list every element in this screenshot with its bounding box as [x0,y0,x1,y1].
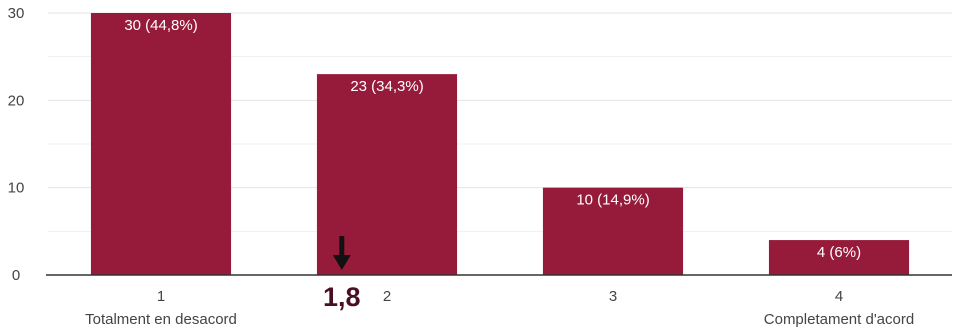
bar [768,240,910,275]
y-tick-label: 30 [8,5,25,22]
data-label: 10 (14,9%) [576,192,649,209]
mean-annotation: 1,8 [323,236,361,312]
bar [316,74,458,275]
data-label: 23 (34,3%) [350,78,423,95]
data-label: 30 (44,8%) [124,17,197,34]
y-axis-ticks: 0 10 20 30 [8,5,25,284]
bar [542,187,684,275]
data-label: 4 (6%) [817,244,861,261]
x-axis-anchor-labels: Totalment en desacord Completament d'acor… [85,311,914,328]
mean-value-label: 1,8 [323,282,361,312]
data-labels: 30 (44,8%) 23 (34,3%) 10 (14,9%) 4 (6%) [124,17,861,261]
x-anchor-label: Totalment en desacord [85,311,237,328]
x-tick-label: 2 [383,288,391,305]
y-tick-label: 0 [12,267,20,284]
down-arrow-icon [332,236,351,270]
y-tick-label: 20 [8,92,25,109]
x-tick-label: 3 [609,288,617,305]
x-axis-category-labels: 1 2 3 4 [157,288,843,305]
y-tick-label: 10 [8,180,25,197]
bar [90,13,232,275]
x-tick-label: 4 [835,288,843,305]
x-tick-label: 1 [157,288,165,305]
x-anchor-label: Completament d'acord [764,311,914,328]
